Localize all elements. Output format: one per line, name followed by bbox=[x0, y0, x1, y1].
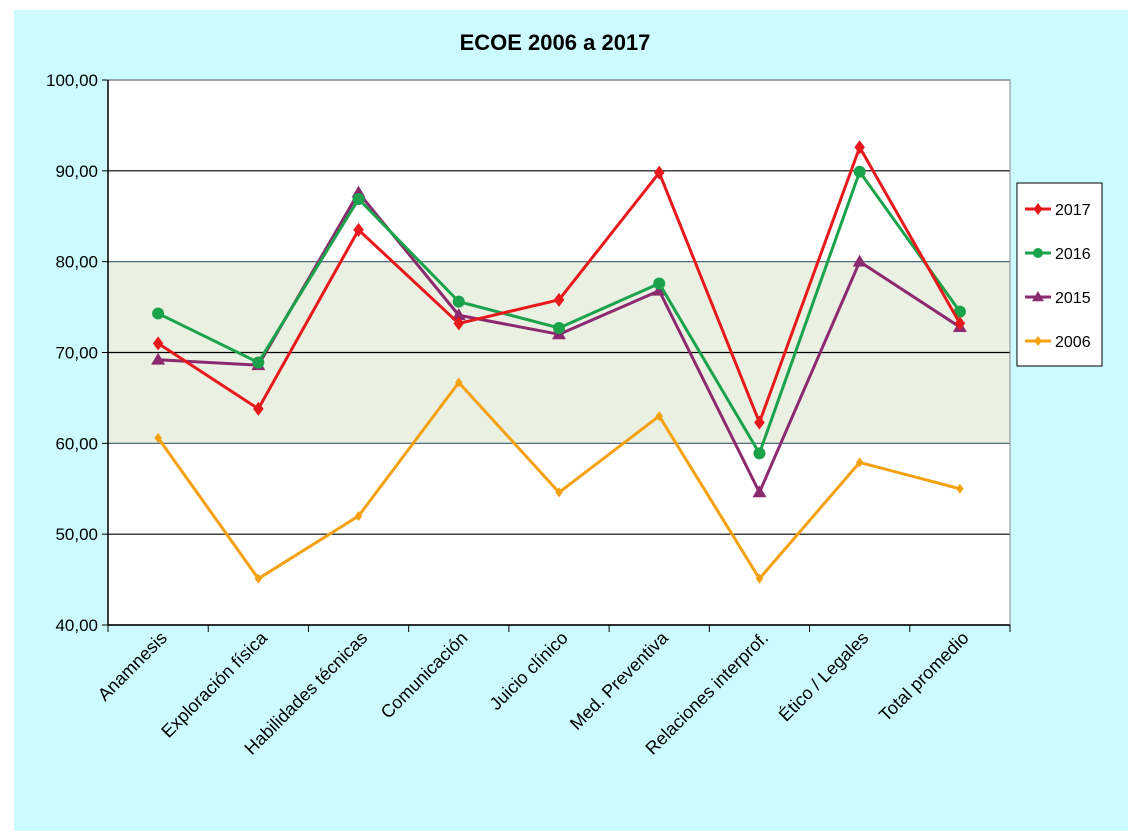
legend-item: 2016 bbox=[1025, 246, 1091, 263]
data-point-marker bbox=[253, 401, 264, 416]
data-point-marker bbox=[1034, 336, 1042, 346]
data-point-marker bbox=[855, 457, 864, 468]
data-point-marker bbox=[752, 485, 767, 498]
data-point-marker bbox=[453, 316, 465, 331]
data-point-marker bbox=[755, 573, 764, 584]
data-point-marker bbox=[452, 295, 465, 308]
series-2017 bbox=[152, 140, 966, 430]
legend-label: 2017 bbox=[1055, 202, 1091, 219]
data-point-marker bbox=[655, 411, 663, 422]
data-point-marker bbox=[852, 254, 867, 267]
data-point-marker bbox=[451, 308, 466, 321]
data-point-marker bbox=[553, 321, 565, 334]
data-point-marker bbox=[154, 432, 162, 443]
y-tick-label: 80,00 bbox=[55, 253, 98, 272]
data-point-marker bbox=[754, 415, 765, 430]
y-tick-label: 60,00 bbox=[55, 434, 98, 453]
data-point-marker bbox=[753, 447, 766, 460]
data-point-marker bbox=[653, 165, 665, 180]
data-point-marker bbox=[956, 483, 964, 494]
data-point-marker bbox=[352, 192, 365, 205]
legend-box bbox=[1016, 182, 1103, 367]
data-point-marker bbox=[455, 377, 463, 388]
y-tick-label: 40,00 bbox=[55, 616, 98, 635]
data-point-marker bbox=[1033, 203, 1043, 215]
legend-item: 2006 bbox=[1025, 334, 1091, 351]
data-point-marker bbox=[555, 487, 563, 498]
y-tick-label: 50,00 bbox=[55, 525, 98, 544]
legend-label: 2006 bbox=[1055, 334, 1091, 351]
data-point-marker bbox=[853, 165, 866, 178]
y-tick-label: 100,00 bbox=[46, 71, 98, 90]
y-tick-label: 90,00 bbox=[55, 162, 98, 181]
y-tick-label: 70,00 bbox=[55, 344, 98, 363]
data-point-marker bbox=[252, 356, 265, 369]
data-point-marker bbox=[954, 316, 966, 331]
chart-title: ECOE 2006 a 2017 bbox=[460, 30, 651, 55]
data-point-marker bbox=[254, 573, 263, 584]
data-point-marker bbox=[152, 336, 164, 351]
data-point-marker bbox=[151, 352, 166, 365]
data-point-marker bbox=[652, 283, 667, 296]
legend-label: 2016 bbox=[1055, 246, 1091, 263]
data-point-marker bbox=[1033, 248, 1043, 258]
series-2006 bbox=[154, 377, 964, 584]
data-point-marker bbox=[354, 511, 363, 521]
legend: 2017 2016 2015 2006 bbox=[1016, 182, 1103, 367]
data-point-marker bbox=[553, 292, 565, 307]
data-point-marker bbox=[953, 305, 966, 318]
series-2016 bbox=[152, 165, 966, 460]
data-point-marker bbox=[152, 307, 165, 320]
legend-item: 2015 bbox=[1025, 290, 1091, 307]
legend-item: 2017 bbox=[1025, 202, 1091, 219]
legend-label: 2015 bbox=[1055, 290, 1091, 307]
data-point-marker bbox=[353, 222, 364, 237]
data-point-marker bbox=[653, 277, 666, 290]
data-point-marker bbox=[1032, 291, 1044, 302]
data-point-marker bbox=[854, 140, 865, 155]
